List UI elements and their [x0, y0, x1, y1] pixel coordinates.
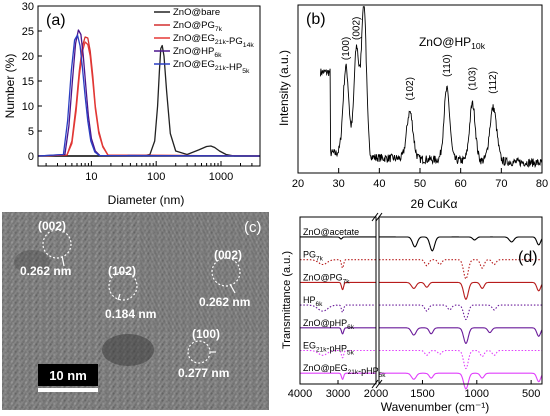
- panel-b-xtick-label: 60: [455, 178, 467, 190]
- panel-a-series-3: [37, 29, 261, 157]
- panel-d-xtick-label: 1500: [410, 388, 434, 400]
- panel-a-ytick-label: 25: [22, 26, 34, 38]
- panel-d-ylabel: Transmittance (a.u.): [281, 251, 293, 349]
- panel-b-peak-label-6: (112): [488, 71, 499, 94]
- axis-break-marks: [371, 212, 383, 389]
- panel-d-xlabel: Wavenumber (cm⁻¹): [381, 400, 490, 414]
- panel-a-ytick-label: 15: [22, 76, 34, 88]
- panel-d-series-label-1: PG7k: [303, 250, 324, 263]
- panel-d-spectrum-2-seg-1: [379, 281, 543, 300]
- lattice-circle-2: [108, 271, 138, 301]
- panel-d-spectrum-0-seg-1: [379, 236, 543, 252]
- panel-a-size-distribution: Number (%) Diameter (nm) 0 5 10 15 20 25 30 10 1…: [3, 1, 261, 207]
- tem-label-002-left: (002): [38, 219, 66, 233]
- scale-bar-line: [38, 388, 98, 392]
- legend-label-4: ZnO@EG21k-HP5k: [173, 59, 250, 75]
- panel-d-frame: [299, 216, 543, 385]
- panel-a-series-4: [37, 34, 261, 157]
- tem-dark-region-2: [14, 250, 50, 274]
- panel-d-series-label-3: HP6k: [303, 295, 323, 308]
- panel-d-series-label-4: ZnO@pHP6k: [303, 318, 355, 331]
- panel-d-xtick-label: 4000: [288, 388, 312, 400]
- tem-label-102: (102): [108, 264, 136, 278]
- panel-b-label: (b): [306, 11, 326, 28]
- scale-bar-box: [38, 364, 98, 386]
- tem-spacing-002-right: 0.262 nm: [199, 295, 250, 309]
- panel-a-xlabel: Diameter (nm): [108, 193, 185, 207]
- panel-b-peak-label-3: (102): [405, 77, 416, 100]
- panel-d-spectrum-6-seg-1: [379, 372, 543, 390]
- panel-b-peak-label-0: (100): [341, 37, 352, 60]
- panel-a-label: (a): [46, 12, 66, 29]
- panel-d-spectrum-3-seg-1: [379, 304, 542, 321]
- panel-a-xtick-label: 10: [85, 171, 97, 183]
- panel-d-xtick-label: 3000: [326, 388, 350, 400]
- tem-spacing-002-left: 0.262 nm: [20, 264, 71, 278]
- scale-bar-text: 10 nm: [49, 368, 87, 383]
- panel-d-series-label-6: ZnO@pEG21k-pHP5k: [303, 363, 386, 379]
- panel-a-ytick-label: 30: [22, 1, 34, 13]
- panel-d-spectrum-6-seg-0: [300, 372, 376, 380]
- panel-d-spectrum-1-seg-0: [300, 259, 376, 269]
- panel-b-xtick-label: 50: [414, 178, 426, 190]
- legend-label-1: ZnO@PG7k: [173, 20, 223, 33]
- tem-label-100: (100): [192, 327, 220, 341]
- panel-d-series-label-2: ZnO@PG7k: [303, 272, 350, 285]
- panel-a-ylabel: Number (%): [3, 54, 17, 119]
- panel-a-xtick-label: 1000: [209, 171, 233, 183]
- panel-b-xtick-label: 40: [373, 178, 385, 190]
- tem-lattice-region-2: [140, 212, 269, 332]
- panel-b-ylabel: Intensity (a.u.): [277, 50, 291, 126]
- panel-a-series-2: [37, 41, 261, 157]
- lattice-circle-1: [42, 229, 72, 259]
- panel-a-frame: [37, 5, 261, 167]
- panel-b-xtick-label: 20: [292, 178, 304, 190]
- tem-spacing-100: 0.277 nm: [178, 366, 229, 380]
- panel-b-peak-label-5: (103): [468, 67, 479, 90]
- panel-b-xrd-pattern: [319, 6, 543, 169]
- panel-b-xtick-label: 30: [333, 178, 345, 190]
- panel-d-xtick-label: 500: [522, 388, 540, 400]
- panel-d-xtick-label: 1000: [465, 388, 489, 400]
- legend-label-0: ZnO@bare: [173, 7, 220, 18]
- legend-label-3: ZnO@HP6k: [173, 46, 222, 59]
- panel-d-spectrum-5-seg-1: [379, 349, 542, 370]
- panel-a-ytick-label: 20: [22, 51, 34, 63]
- panel-d-spectrum-4-seg-0: [300, 327, 376, 335]
- panel-a-xtick-label: 100: [147, 171, 165, 183]
- panel-b-xtick-label: 70: [495, 178, 507, 190]
- panel-d-spectrum-1-seg-1: [379, 259, 542, 280]
- panel-a-ytick-label: 5: [28, 126, 34, 138]
- panel-b-sample-title: ZnO@HP10k: [419, 35, 486, 51]
- panel-d-ftir: Transmittance (a.u.) Wavenumber (cm⁻¹) 4…: [281, 212, 543, 414]
- panel-d-xtick-label: 2000: [364, 388, 388, 400]
- panel-a-ytick-label: 0: [28, 151, 34, 163]
- panel-d-series-label-5: EG21k-pHP5k: [303, 341, 355, 357]
- lattice-circle-3: [211, 257, 241, 287]
- panel-a-ytick-label: 10: [22, 101, 34, 113]
- legend-label-2: ZnO@EG21k-PG14k: [173, 33, 254, 49]
- panel-b-xtick-label: 80: [536, 178, 548, 190]
- tem-dark-region: [102, 334, 154, 366]
- tem-label-002-right: (002): [214, 248, 242, 262]
- panel-d-spectrum-0-seg-0: [300, 236, 376, 240]
- panel-d-label: (d): [518, 249, 538, 266]
- lattice-arrows: [61, 255, 236, 353]
- panel-d-spectrum-2-seg-0: [300, 281, 376, 291]
- panel-b-peak-label-1: (002): [352, 17, 363, 40]
- panel-c-tem-image: (002) 0.262 nm (102) 0.184 nm (002) 0.26…: [2, 212, 269, 410]
- panel-b-frame: [297, 4, 543, 174]
- panel-d-spectrum-5-seg-0: [300, 349, 376, 359]
- panel-b-xrd: Intensity (a.u.) 2θ CuKα 20 30 40 50 60 70 80 (…: [277, 4, 548, 211]
- panel-d-series-label-0: ZnO@acetate: [303, 227, 359, 237]
- panel-a-legend: ZnO@bare ZnO@PG7kZnO@EG21k-PG14kZnO@HP6kZ…: [154, 7, 254, 75]
- panel-d-spectrum-3-seg-0: [300, 304, 376, 313]
- panel-c-label: (c): [244, 219, 262, 236]
- panel-d-spectrum-4-seg-1: [379, 327, 543, 345]
- panel-a-series-0: [141, 44, 260, 157]
- panel-b-xlabel: 2θ CuKα: [411, 197, 458, 211]
- tem-spacing-102: 0.184 nm: [105, 307, 156, 321]
- panel-b-peak-label-4: (110): [442, 54, 453, 77]
